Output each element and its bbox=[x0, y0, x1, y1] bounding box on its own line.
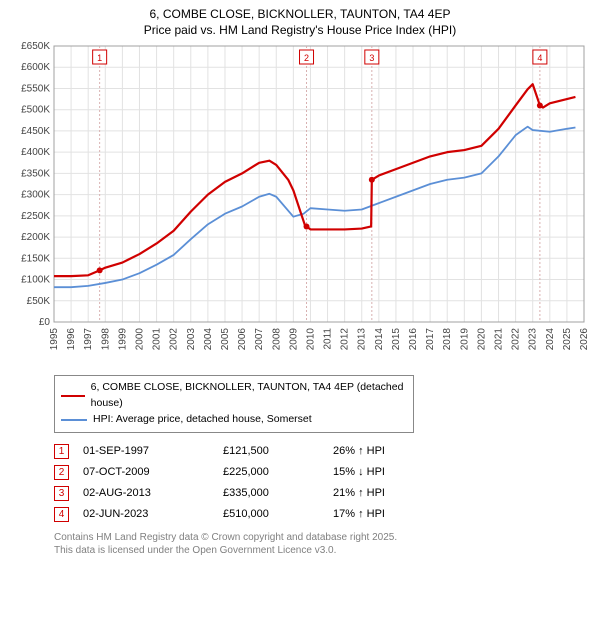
events-table: 1 01-SEP-1997£121,50026% ↑ HPI 2 07-OCT-200… bbox=[54, 441, 592, 525]
svg-text:2014: 2014 bbox=[374, 328, 385, 351]
svg-text:1: 1 bbox=[97, 53, 102, 63]
svg-text:2022: 2022 bbox=[511, 328, 522, 351]
svg-text:2010: 2010 bbox=[305, 328, 316, 351]
svg-text:£600K: £600K bbox=[21, 63, 50, 74]
event-pct: 26% ↑ HPI bbox=[333, 441, 385, 462]
legend-item: 6, COMBE CLOSE, BICKNOLLER, TAUNTON, TA4… bbox=[61, 380, 407, 412]
svg-text:1995: 1995 bbox=[49, 328, 60, 351]
event-date: 01-SEP-1997 bbox=[83, 441, 223, 462]
footer-text: Contains HM Land Registry data © Crown c… bbox=[54, 531, 592, 558]
event-date: 02-JUN-2023 bbox=[83, 504, 223, 525]
svg-text:2005: 2005 bbox=[220, 328, 231, 351]
svg-text:2006: 2006 bbox=[237, 328, 248, 351]
svg-text:£350K: £350K bbox=[21, 169, 50, 180]
svg-text:£500K: £500K bbox=[21, 105, 50, 116]
svg-text:2004: 2004 bbox=[203, 328, 214, 351]
svg-text:1999: 1999 bbox=[117, 328, 128, 351]
svg-text:2013: 2013 bbox=[357, 328, 368, 351]
svg-text:2016: 2016 bbox=[408, 328, 419, 351]
svg-text:2018: 2018 bbox=[442, 328, 453, 351]
svg-text:2026: 2026 bbox=[579, 328, 590, 351]
footer-line: This data is licensed under the Open Gov… bbox=[54, 544, 592, 558]
legend-swatch bbox=[61, 395, 85, 397]
svg-text:2: 2 bbox=[304, 53, 309, 63]
svg-text:2012: 2012 bbox=[340, 328, 351, 351]
svg-text:2021: 2021 bbox=[494, 328, 505, 351]
legend-swatch bbox=[61, 419, 87, 421]
svg-text:1997: 1997 bbox=[83, 328, 94, 351]
event-marker-num: 3 bbox=[54, 486, 69, 501]
svg-text:2025: 2025 bbox=[562, 328, 573, 351]
svg-text:£200K: £200K bbox=[21, 232, 50, 243]
chart-title: 6, COMBE CLOSE, BICKNOLLER, TAUNTON, TA4… bbox=[8, 6, 592, 22]
svg-text:2002: 2002 bbox=[169, 328, 180, 351]
svg-text:1998: 1998 bbox=[100, 328, 111, 351]
svg-text:£100K: £100K bbox=[21, 275, 50, 286]
event-date: 02-AUG-2013 bbox=[83, 483, 223, 504]
svg-text:£250K: £250K bbox=[21, 211, 50, 222]
legend-label: HPI: Average price, detached house, Some… bbox=[93, 412, 312, 428]
svg-text:£450K: £450K bbox=[21, 126, 50, 137]
event-price: £121,500 bbox=[223, 441, 333, 462]
svg-text:2008: 2008 bbox=[271, 328, 282, 351]
svg-text:2023: 2023 bbox=[528, 328, 539, 351]
event-price: £335,000 bbox=[223, 483, 333, 504]
chart-title-block: 6, COMBE CLOSE, BICKNOLLER, TAUNTON, TA4… bbox=[8, 6, 592, 38]
svg-text:2015: 2015 bbox=[391, 328, 402, 351]
svg-text:2017: 2017 bbox=[425, 328, 436, 351]
svg-text:1996: 1996 bbox=[66, 328, 77, 351]
svg-text:£150K: £150K bbox=[21, 254, 50, 265]
svg-text:2024: 2024 bbox=[545, 328, 556, 351]
legend-label: 6, COMBE CLOSE, BICKNOLLER, TAUNTON, TA4… bbox=[91, 380, 407, 412]
event-row: 2 07-OCT-2009£225,00015% ↓ HPI bbox=[54, 462, 385, 483]
event-pct: 21% ↑ HPI bbox=[333, 483, 385, 504]
svg-text:3: 3 bbox=[369, 53, 374, 63]
svg-text:£550K: £550K bbox=[21, 84, 50, 95]
svg-text:4: 4 bbox=[537, 53, 542, 63]
event-price: £225,000 bbox=[223, 462, 333, 483]
chart-area: £0 £50K £100K £150K £200K £250K £300K £350K £400… bbox=[8, 42, 592, 369]
event-pct: 15% ↓ HPI bbox=[333, 462, 385, 483]
footer-line: Contains HM Land Registry data © Crown c… bbox=[54, 531, 592, 545]
svg-text:2003: 2003 bbox=[186, 328, 197, 351]
svg-text:2000: 2000 bbox=[134, 328, 145, 351]
event-row: 3 02-AUG-2013£335,00021% ↑ HPI bbox=[54, 483, 385, 504]
event-marker-num: 2 bbox=[54, 465, 69, 480]
event-date: 07-OCT-2009 bbox=[83, 462, 223, 483]
legend: 6, COMBE CLOSE, BICKNOLLER, TAUNTON, TA4… bbox=[54, 375, 414, 432]
event-row: 4 02-JUN-2023£510,00017% ↑ HPI bbox=[54, 504, 385, 525]
event-marker-num: 4 bbox=[54, 507, 69, 522]
svg-text:£400K: £400K bbox=[21, 148, 50, 159]
svg-text:2001: 2001 bbox=[152, 328, 163, 351]
svg-text:£0: £0 bbox=[39, 317, 51, 328]
svg-text:2011: 2011 bbox=[323, 328, 334, 350]
event-price: £510,000 bbox=[223, 504, 333, 525]
chart-subtitle: Price paid vs. HM Land Registry's House … bbox=[8, 22, 592, 38]
event-row: 1 01-SEP-1997£121,50026% ↑ HPI bbox=[54, 441, 385, 462]
svg-text:£50K: £50K bbox=[27, 296, 51, 307]
svg-text:2007: 2007 bbox=[254, 328, 265, 351]
event-marker-num: 1 bbox=[54, 444, 69, 459]
svg-text:£300K: £300K bbox=[21, 190, 50, 201]
line-chart: £0 £50K £100K £150K £200K £250K £300K £350K £400… bbox=[8, 42, 592, 364]
legend-item: HPI: Average price, detached house, Some… bbox=[61, 412, 407, 428]
svg-text:2009: 2009 bbox=[288, 328, 299, 351]
svg-text:2020: 2020 bbox=[476, 328, 487, 351]
svg-text:2019: 2019 bbox=[459, 328, 470, 351]
event-pct: 17% ↑ HPI bbox=[333, 504, 385, 525]
svg-text:£650K: £650K bbox=[21, 42, 50, 52]
